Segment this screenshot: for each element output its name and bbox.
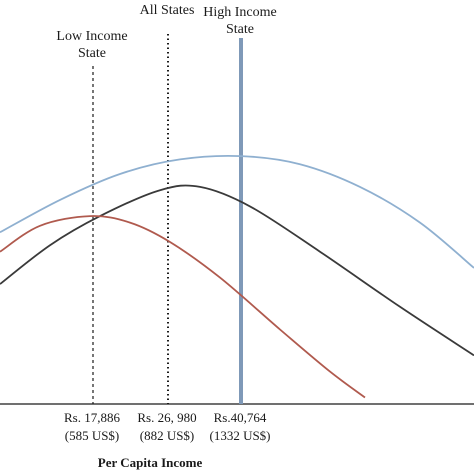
plot-layer bbox=[0, 34, 474, 405]
reference-label-3-line-1: High Income bbox=[203, 5, 276, 20]
series-line-2 bbox=[0, 184, 474, 357]
x-axis-title: Per Capita Income bbox=[98, 455, 203, 470]
reference-label-2-line-1: All States bbox=[140, 3, 195, 18]
series-line-3 bbox=[0, 215, 366, 399]
reference-label-3-line-2: State bbox=[226, 22, 254, 37]
text-layer: Low Income State All States High Income Stat… bbox=[56, 3, 276, 443]
x-tick-label-2: Rs. 26, 980 bbox=[137, 410, 196, 425]
series-line-1 bbox=[0, 154, 474, 269]
x-tick-sublabel-1: (585 US$) bbox=[65, 428, 120, 443]
x-tick-label-1: Rs. 17,886 bbox=[64, 410, 120, 425]
x-tick-sublabel-3: (1332 US$) bbox=[209, 428, 270, 443]
x-tick-sublabel-2: (882 US$) bbox=[140, 428, 195, 443]
reference-label-1-line-2: State bbox=[78, 46, 106, 61]
x-tick-label-3: Rs.40,764 bbox=[214, 410, 267, 425]
reference-label-1-line-1: Low Income bbox=[56, 29, 127, 44]
